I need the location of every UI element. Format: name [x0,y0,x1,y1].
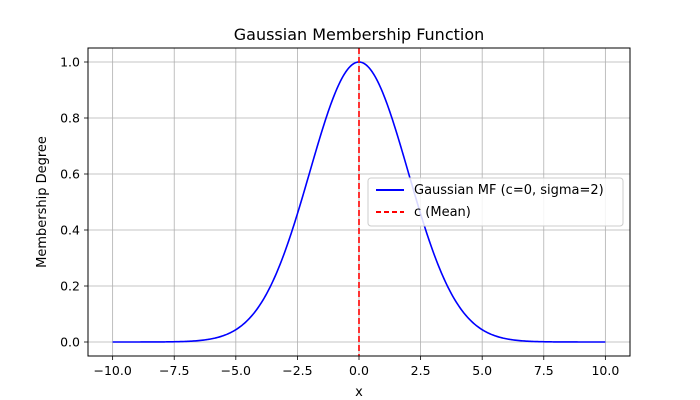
legend-label-gaussian: Gaussian MF (c=0, sigma=2) [414,183,604,198]
legend: Gaussian MF (c=0, sigma=2) c (Mean) [367,177,624,227]
x-tick-label: 7.5 [534,363,554,378]
x-tick-label: −2.5 [282,363,312,378]
y-tick-label: 0.0 [60,335,80,350]
y-tick-label: 0.8 [60,111,80,126]
y-tick-label: 1.0 [60,55,80,70]
series-layer [112,48,606,356]
x-tick-label: −7.5 [159,363,189,378]
chart-title: Gaussian Membership Function [234,25,485,44]
legend-box [367,177,624,227]
legend-label-mean: c (Mean) [414,205,471,220]
x-tick-label: −10.0 [93,363,131,378]
x-tick-label: 10.0 [591,363,619,378]
x-tick-label: 2.5 [411,363,431,378]
y-tick-label: 0.4 [60,223,80,238]
x-tick-label: 5.0 [472,363,492,378]
y-tick-label: 0.6 [60,167,80,182]
x-tick-label: 0.0 [349,363,369,378]
y-tick-label: 0.2 [60,279,80,294]
x-axis-label: x [355,385,363,400]
y-axis-label: Membership Degree [35,136,50,268]
x-tick-label: −5.0 [221,363,251,378]
axis-ticks: −10.0 −7.5 −5.0 −2.5 0.0 2.5 5.0 7.5 10.0 0.0 0.2 0… [60,55,619,379]
